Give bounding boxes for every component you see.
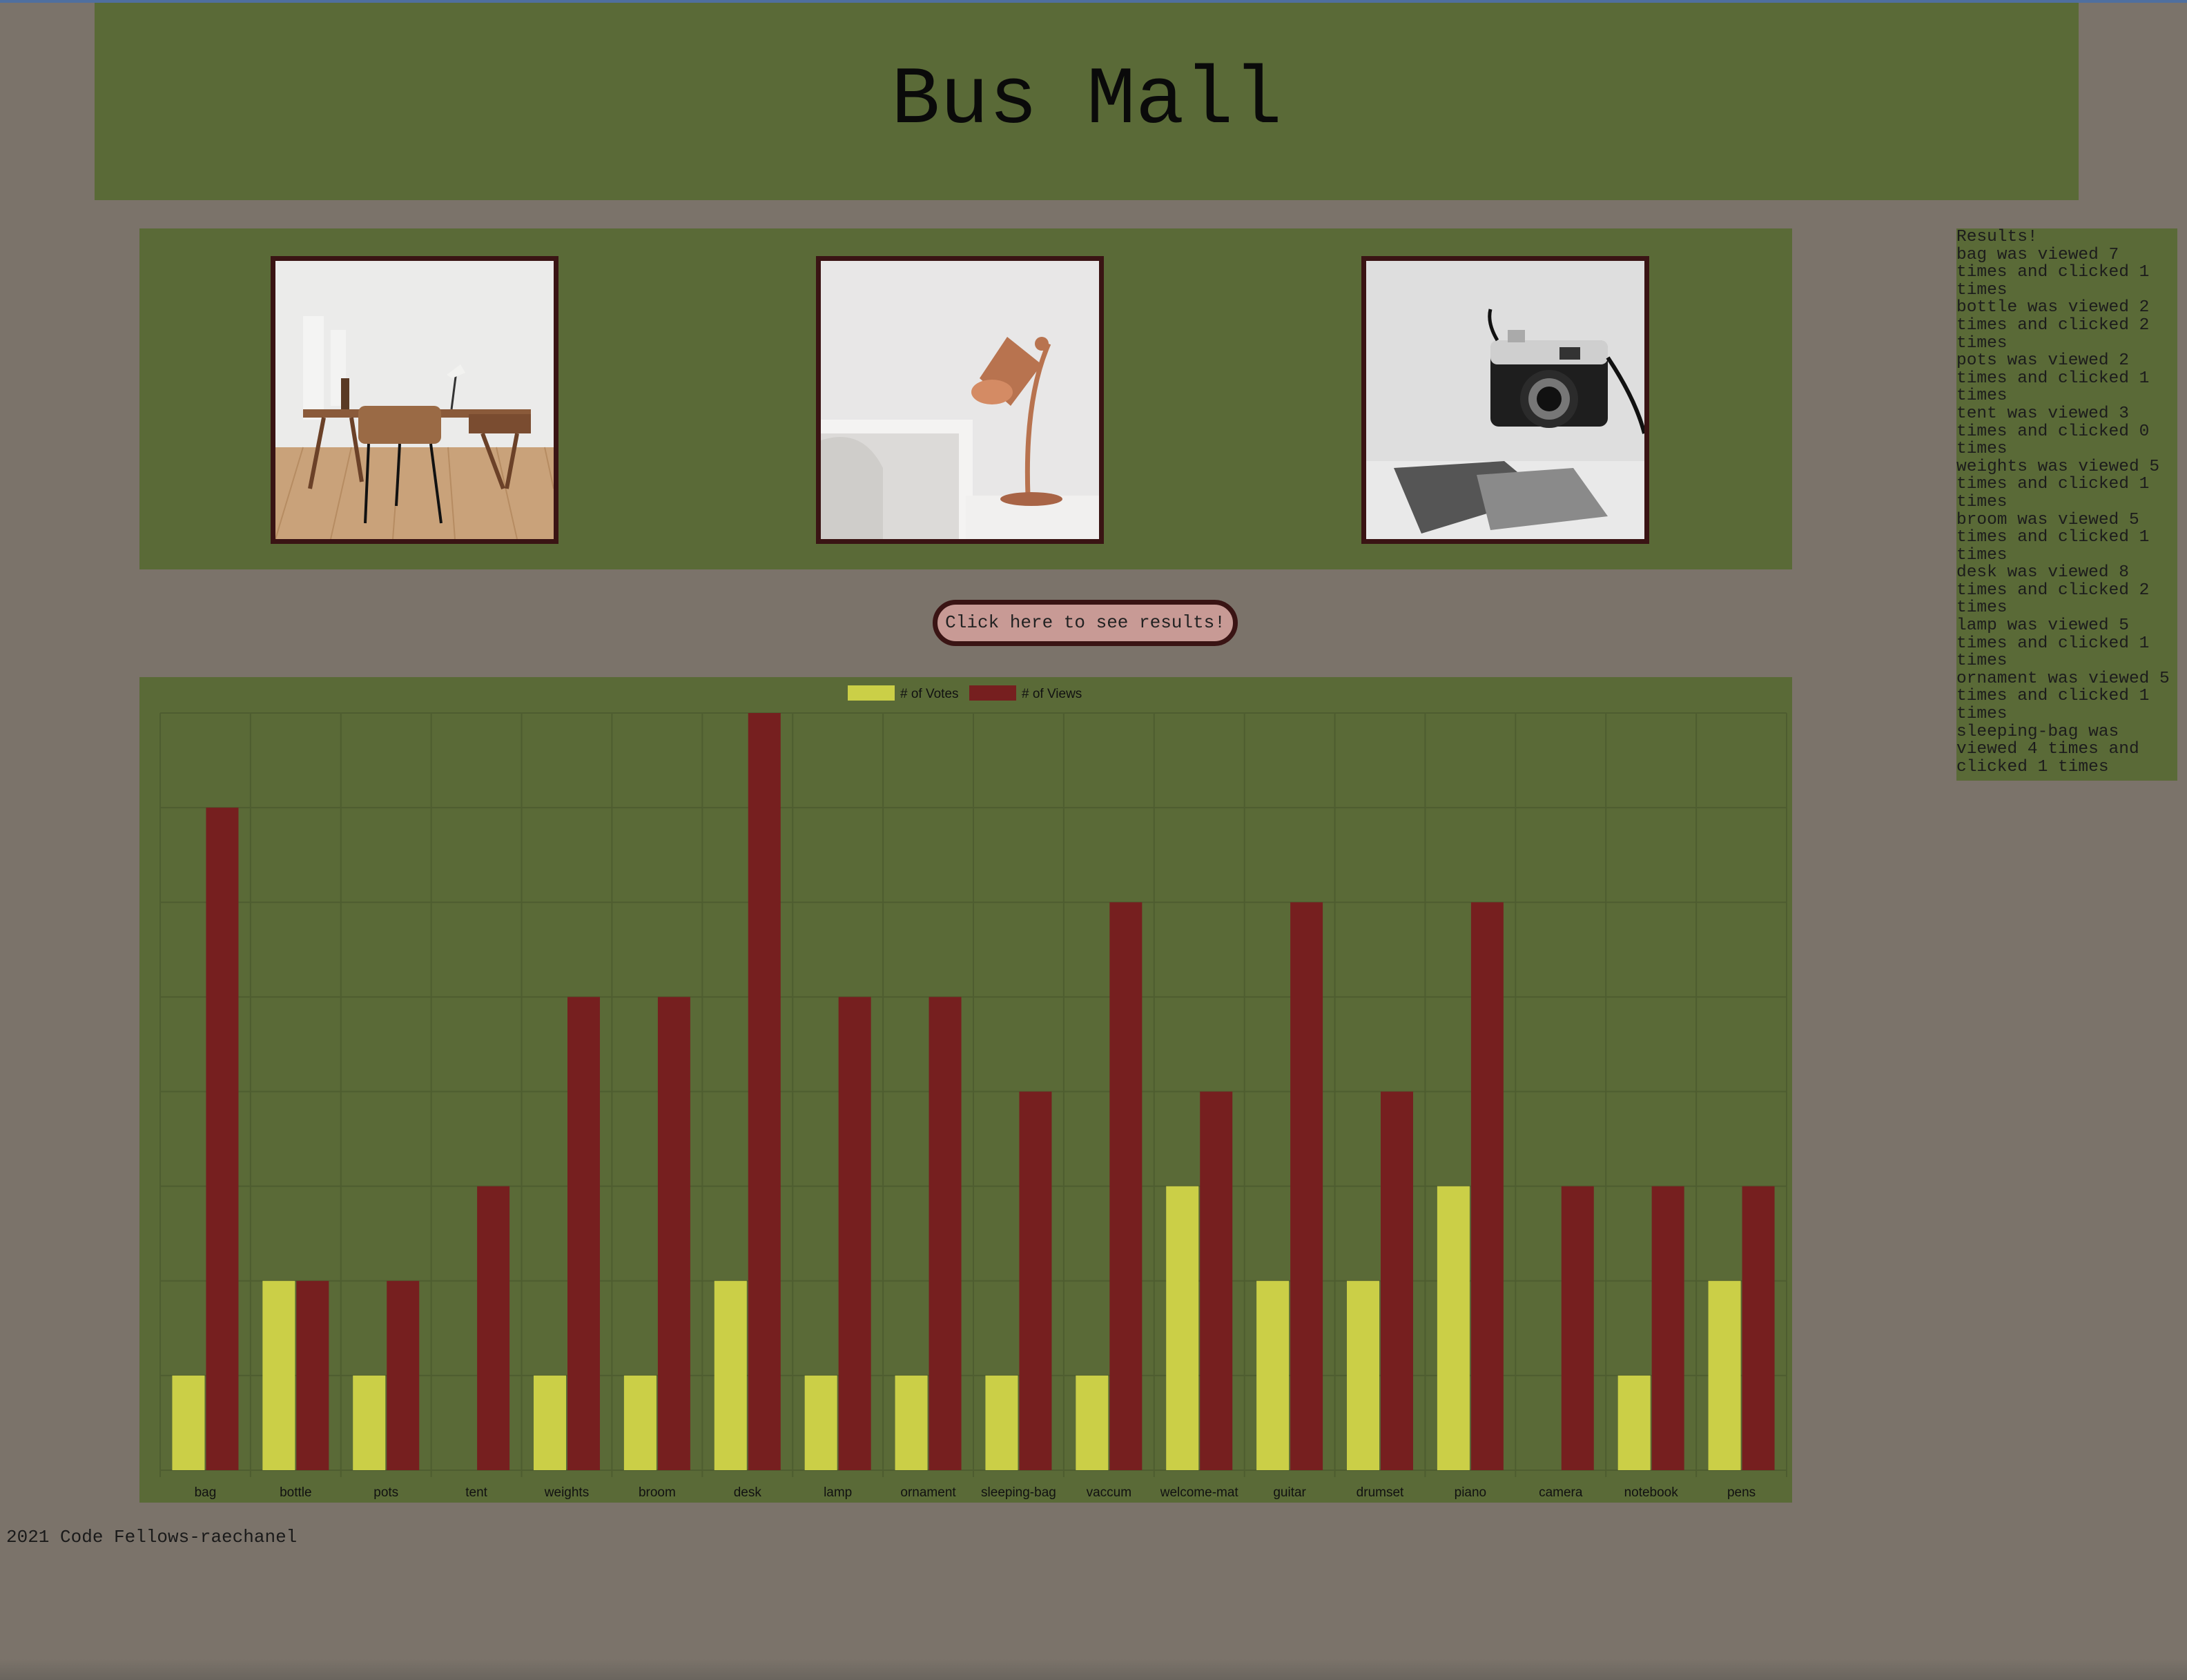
desk-photo-icon [275, 261, 554, 539]
results-item: ornament was viewed 5 times and clicked … [1956, 669, 2170, 724]
results-item: desk was viewed 8 times and clicked 2 ti… [1956, 563, 2150, 618]
bar-views-camera [1561, 1186, 1594, 1470]
window-bottom-shade [0, 1659, 2187, 1680]
bar-votes-lamp [804, 1375, 837, 1470]
bar-views-tent [477, 1186, 510, 1470]
x-tick-label: bag [195, 1485, 217, 1500]
bar-votes-pens [1708, 1280, 1741, 1470]
x-tick-label: bottle [280, 1485, 311, 1500]
x-tick-label: desk [734, 1485, 762, 1500]
results-item: lamp was viewed 5 times and clicked 1 ti… [1956, 616, 2150, 671]
bar-views-guitar [1290, 902, 1323, 1470]
bar-votes-drumset [1347, 1280, 1379, 1470]
results-heading: Results! [1956, 228, 2038, 246]
x-tick-label: drumset [1357, 1485, 1404, 1500]
x-tick-label: vaccum [1087, 1485, 1131, 1500]
browser-top-edge [0, 0, 2187, 3]
bar-views-bottle [296, 1280, 329, 1470]
x-tick-label: pots [373, 1485, 398, 1500]
lamp-photo-icon [821, 261, 1099, 539]
results-list: Results! bag was viewed 7 times and clic… [1956, 228, 2177, 781]
bar-votes-notebook [1617, 1375, 1651, 1470]
bar-views-pots [387, 1280, 420, 1470]
footer-text: 2021 Code Fellows-raechanel [6, 1527, 298, 1547]
bar-votes-sleeping-bag [985, 1375, 1018, 1470]
bar-views-broom [657, 997, 690, 1470]
bar-views-weights [567, 997, 600, 1470]
bar-votes-welcome-mat [1166, 1186, 1199, 1470]
see-results-button[interactable]: Click here to see results! [933, 600, 1238, 646]
page-title: Bus Mall [891, 55, 1283, 147]
bar-votes-piano [1437, 1186, 1470, 1470]
bar-views-bag [206, 808, 239, 1470]
legend-swatch-votes [848, 685, 895, 701]
x-tick-label: camera [1539, 1485, 1583, 1500]
x-tick-label: pens [1727, 1485, 1756, 1500]
bar-views-lamp [838, 997, 871, 1470]
page-header: Bus Mall [95, 3, 2079, 200]
bar-views-welcome-mat [1200, 1091, 1233, 1470]
x-tick-label: sleeping-bag [981, 1485, 1056, 1500]
product-image-desk[interactable] [271, 256, 558, 544]
results-item: pots was viewed 2 times and clicked 1 ti… [1956, 351, 2150, 406]
results-bar-chart: bag bottle pots tent weights broom desk lamp orn… [159, 685, 1787, 1500]
results-item: weights was viewed 5 times and clicked 1… [1956, 457, 2160, 511]
bar-votes-broom [623, 1375, 657, 1470]
product-image-camera[interactable] [1361, 256, 1649, 544]
x-tick-label: welcome-mat [1160, 1485, 1239, 1500]
legend-label: # of Votes [900, 687, 959, 701]
bar-views-drumset [1381, 1091, 1413, 1470]
bar-votes-vaccum [1076, 1375, 1109, 1470]
bar-votes-ornament [895, 1375, 928, 1470]
results-item: tent was viewed 3 times and clicked 0 ti… [1956, 404, 2150, 459]
x-tick-label: notebook [1624, 1485, 1679, 1500]
x-tick-label: weights [544, 1485, 589, 1500]
x-tick-label: ornament [900, 1485, 956, 1500]
bar-views-desk [748, 713, 781, 1470]
x-tick-label: guitar [1273, 1485, 1306, 1500]
results-chart-panel: bag bottle pots tent weights broom desk lamp orn… [139, 677, 1792, 1503]
bar-votes-weights [534, 1375, 566, 1470]
bar-votes-pots [353, 1375, 386, 1470]
bar-views-notebook [1651, 1186, 1684, 1470]
camera-photo-icon [1366, 261, 1644, 539]
results-item: broom was viewed 5 times and clicked 1 t… [1956, 510, 2150, 565]
bar-views-sleeping-bag [1019, 1091, 1052, 1470]
x-tick-label: lamp [824, 1485, 852, 1500]
results-item: sleeping-bag was viewed 4 times and clic… [1956, 722, 2139, 776]
bar-votes-bag [172, 1375, 205, 1470]
bar-views-pens [1742, 1186, 1775, 1470]
bar-votes-desk [714, 1280, 747, 1470]
bar-views-ornament [929, 997, 962, 1470]
x-tick-label: broom [639, 1485, 676, 1500]
results-item: bag was viewed 7 times and clicked 1 tim… [1956, 245, 2150, 300]
x-tick-label: piano [1455, 1485, 1487, 1500]
product-image-panel [139, 228, 1792, 569]
legend-swatch-views [969, 685, 1016, 701]
x-tick-label: tent [465, 1485, 487, 1500]
bar-votes-guitar [1256, 1280, 1290, 1470]
legend-label: # of Views [1022, 687, 1082, 701]
product-image-lamp[interactable] [816, 256, 1104, 544]
bar-votes-bottle [262, 1280, 295, 1470]
results-item: bottle was viewed 2 times and clicked 2 … [1956, 298, 2150, 353]
bar-views-vaccum [1109, 902, 1143, 1470]
bar-views-piano [1470, 902, 1504, 1470]
